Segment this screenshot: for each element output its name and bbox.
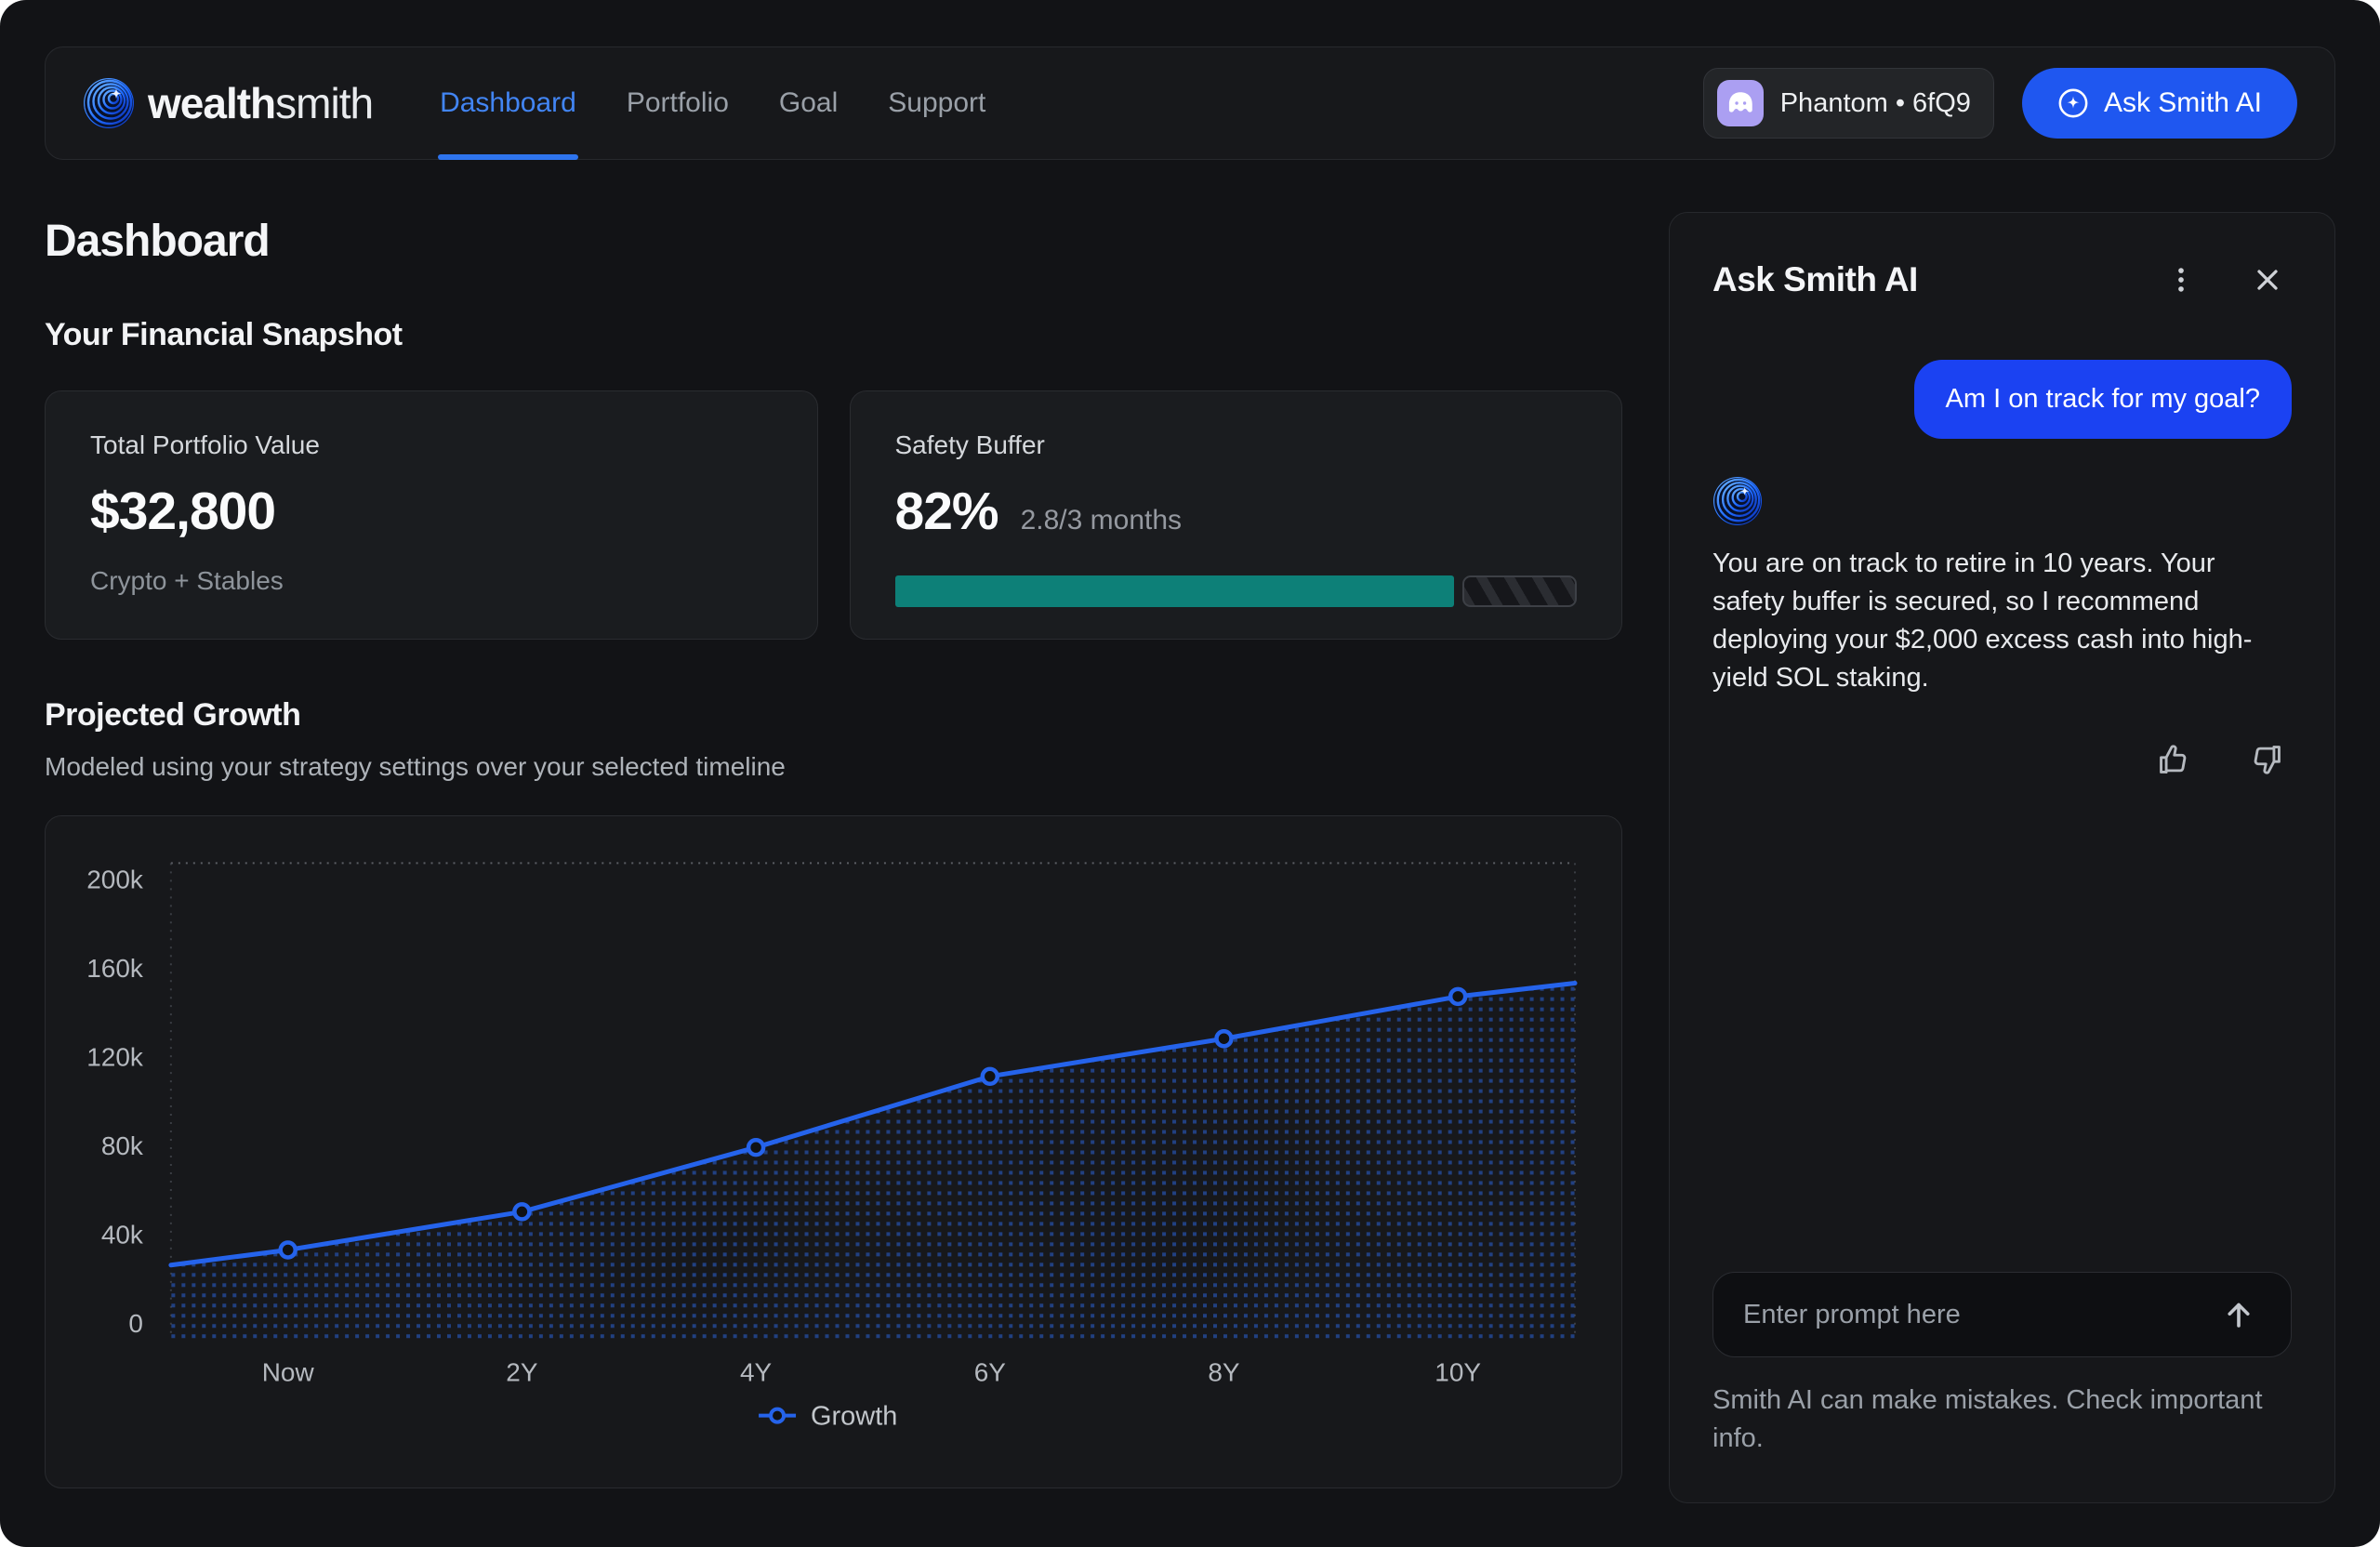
svg-text:80k: 80k [101, 1131, 144, 1160]
ask-smith-ai-panel: Ask Smith AI Am I on track for my goal? [1669, 212, 2335, 1503]
brand-logo[interactable]: wealthsmith [83, 77, 374, 129]
safety-buffer-months: 2.8/3 months [1020, 505, 1183, 536]
safety-buffer-progressbar [894, 575, 1577, 607]
growth-heading: Projected Growth [45, 697, 301, 733]
thumbs-up-button[interactable] [2149, 734, 2199, 785]
snapshot-cards: Total Portfolio Value $32,800 Crypto + S… [45, 390, 1622, 640]
close-icon [2257, 270, 2278, 290]
main-content: Dashboard Your Financial Snapshot Total … [45, 160, 2335, 1503]
svg-text:0: 0 [128, 1309, 143, 1338]
portfolio-value-label: Total Portfolio Value [90, 430, 320, 459]
svg-text:Growth: Growth [811, 1402, 897, 1432]
arrow-up-icon [2228, 1302, 2250, 1328]
send-prompt-button[interactable] [2215, 1290, 2263, 1339]
svg-text:40k: 40k [101, 1220, 144, 1249]
snapshot-heading: Your Financial Snapshot [45, 317, 403, 352]
wallet-label: Phantom • 6fQ9 [1779, 87, 1971, 118]
safety-progress-remainder [1461, 575, 1577, 607]
thumbs-up-icon [2160, 745, 2187, 774]
safety-progress-fill [894, 575, 1454, 607]
safety-buffer-label: Safety Buffer [894, 430, 1045, 459]
wallet-chip[interactable]: Phantom • 6fQ9 [1702, 68, 1994, 139]
nav-item-portfolio[interactable]: Portfolio [626, 87, 729, 118]
circled-sparkle-icon [2058, 88, 2088, 118]
kebab-menu-icon [2178, 268, 2184, 292]
wealthsmith-logo-icon [84, 78, 134, 128]
portfolio-composition: Crypto + Stables [90, 566, 284, 595]
nav-item-support[interactable]: Support [888, 87, 986, 118]
nav-item-goal[interactable]: Goal [778, 87, 839, 118]
svg-text:160k: 160k [86, 954, 144, 983]
portfolio-value: $32,800 [90, 482, 276, 541]
growth-subtitle: Modeled using your strategy settings ove… [45, 752, 786, 781]
svg-text:120k: 120k [86, 1042, 144, 1071]
dashboard-column: Dashboard Your Financial Snapshot Total … [45, 160, 1622, 1488]
page-title: Dashboard [45, 217, 271, 266]
safety-buffer-percent: 82% [894, 482, 999, 541]
svg-text:Now: Now [262, 1358, 315, 1387]
user-message-bubble: Am I on track for my goal? [1913, 360, 2292, 439]
safety-buffer-card: Safety Buffer 82% 2.8/3 months [849, 390, 1622, 640]
thumbs-down-icon [2254, 746, 2281, 774]
panel-menu-button[interactable] [2158, 257, 2204, 303]
ask-smith-ai-button[interactable]: Ask Smith AI [2021, 68, 2297, 139]
svg-text:2Y: 2Y [506, 1358, 538, 1387]
primary-nav: Dashboard Portfolio Goal Support [438, 47, 986, 160]
svg-text:4Y: 4Y [740, 1358, 773, 1387]
navbar: wealthsmith Dashboard Portfolio Goal Sup… [45, 46, 2335, 160]
svg-text:200k: 200k [86, 865, 144, 893]
nav-right-group: Phantom • 6fQ9 Ask Smith AI [1702, 68, 2297, 139]
svg-text:6Y: 6Y [974, 1358, 1007, 1387]
panel-close-button[interactable] [2243, 256, 2292, 304]
ai-response-message: You are on track to retire in 10 years. … [1712, 549, 2253, 693]
ai-disclaimer: Smith AI can make mistakes. Check import… [1712, 1385, 2263, 1453]
prompt-input[interactable] [1741, 1298, 2215, 1331]
feedback-row [2149, 734, 2292, 785]
panel-header: Ask Smith AI [1712, 256, 2292, 304]
panel-title: Ask Smith AI [1712, 260, 1918, 298]
nav-item-dashboard[interactable]: Dashboard [438, 47, 578, 160]
ask-button-label: Ask Smith AI [2103, 87, 2262, 118]
svg-text:8Y: 8Y [1208, 1358, 1240, 1387]
thumbs-down-button[interactable] [2241, 734, 2292, 785]
prompt-input-container [1712, 1272, 2292, 1357]
projected-growth-chart-card: 0 40k 80k 120k 160k 200k Now 2Y 4Y 6Y 8Y 10Y Growth [45, 815, 1622, 1488]
brand-wordmark: wealthsmith [148, 79, 374, 127]
smith-ai-avatar [1712, 476, 1763, 526]
phantom-ghost-icon [1716, 80, 1764, 126]
total-portfolio-card: Total Portfolio Value $32,800 Crypto + S… [45, 390, 818, 640]
svg-text:10Y: 10Y [1435, 1358, 1481, 1387]
growth-line-chart[interactable]: 0 40k 80k 120k 160k 200k Now 2Y 4Y 6Y 8Y 10Y Growth [66, 840, 1601, 1454]
